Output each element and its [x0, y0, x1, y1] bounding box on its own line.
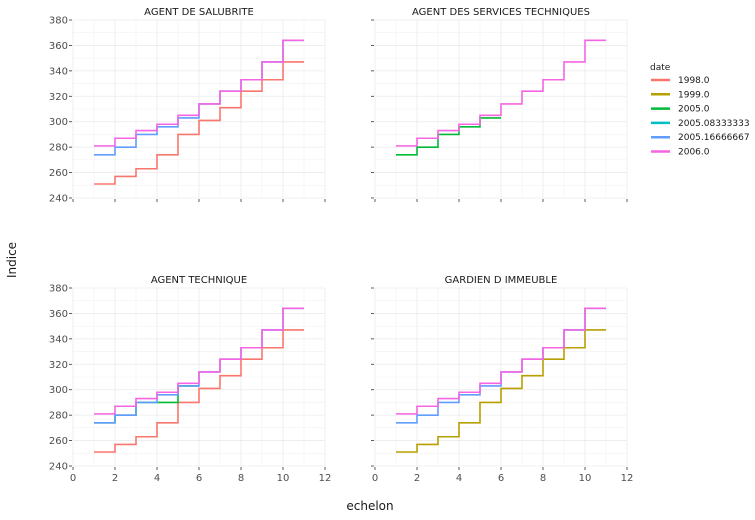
panel-title: AGENT DE SALUBRITE: [144, 7, 254, 18]
panel-title: AGENT DES SERVICES TECHNIQUES: [412, 7, 590, 18]
y-tick-label: 280: [49, 143, 68, 154]
legend-label: 1999.0: [678, 90, 710, 100]
y-tick-label: 380: [49, 16, 68, 27]
x-axis-title: echelon: [346, 499, 393, 513]
y-tick-label: 260: [49, 168, 68, 179]
y-tick-label: 260: [49, 436, 68, 447]
series-line-2006.0: [94, 307, 304, 415]
axes: [371, 19, 628, 202]
series-line-2005.0: [396, 117, 501, 156]
y-tick-label: 300: [49, 385, 68, 396]
x-tick-label: 10: [579, 473, 592, 484]
series-line-2006.0: [94, 39, 304, 147]
y-tick-label: 360: [49, 309, 68, 320]
legend: date 1998.0 1999.0 2005.0 2005.08333333 2005…: [650, 63, 750, 158]
y-tick-label: 340: [49, 334, 68, 345]
axes: 0 2 4 6 8 10 12: [371, 287, 634, 484]
legend-label: 1998.0: [678, 76, 710, 86]
panel-title: AGENT TECHNIQUE: [151, 275, 247, 286]
x-tick-label: 6: [196, 473, 202, 484]
y-axis-title: Indice: [5, 242, 19, 278]
legend-label: 2005.0: [678, 105, 710, 115]
y-tick-label: 240: [49, 194, 68, 205]
grid: [72, 19, 326, 199]
x-tick-label: 4: [456, 473, 462, 484]
y-tick-label: 340: [49, 66, 68, 77]
y-tick-label: 320: [49, 360, 68, 371]
legend-label: 2006.0: [678, 148, 710, 158]
panel-3: 240 260 280 300 320 340 360 380 0 2 4 6 8 10 12 AGENT T…: [49, 275, 331, 484]
y-tick-label: 360: [49, 41, 68, 52]
panel-title: GARDIEN D IMMEUBLE: [445, 275, 558, 286]
series-line-2006.0: [396, 307, 606, 415]
series-line-2005.0: [94, 385, 199, 424]
grid: [374, 19, 628, 199]
x-tick-label: 0: [70, 473, 76, 484]
x-tick-label: 12: [319, 473, 332, 484]
series-line-1998.0: [94, 329, 304, 453]
x-tick-label: 10: [277, 473, 290, 484]
legend-title: date: [650, 63, 671, 73]
x-tick-label: 4: [154, 473, 160, 484]
series-line-1998.0: [94, 61, 304, 185]
x-tick-label: 12: [621, 473, 634, 484]
legend-label: 2005.16666667: [678, 133, 750, 143]
series-line-1999.0: [396, 329, 606, 453]
x-tick-label: 0: [372, 473, 378, 484]
axes: 240 260 280 300 320 340 360 380: [49, 16, 326, 205]
y-tick-label: 280: [49, 411, 68, 422]
x-tick-label: 8: [238, 473, 244, 484]
y-tick-label: 320: [49, 92, 68, 103]
legend-label: 2005.08333333: [678, 119, 750, 129]
y-tick-label: 300: [49, 117, 68, 128]
panel-2: AGENT DES SERVICES TECHNIQUES: [371, 7, 628, 202]
axes: 240 260 280 300 320 340 360 380 0 2 4 6 8 10 12: [49, 284, 331, 485]
panel-1: 240 260 280 300 320 340 360 380 AGENT DE SALUBRI…: [49, 7, 326, 205]
panel-4: 0 2 4 6 8 10 12 GARDIEN D IMMEUBLE: [371, 275, 633, 484]
x-tick-label: 8: [540, 473, 546, 484]
x-tick-label: 2: [112, 473, 118, 484]
y-tick-label: 240: [49, 462, 68, 473]
series-line-2006.0: [396, 39, 606, 147]
x-tick-label: 2: [414, 473, 420, 484]
y-tick-label: 380: [49, 284, 68, 295]
x-tick-label: 6: [498, 473, 504, 484]
